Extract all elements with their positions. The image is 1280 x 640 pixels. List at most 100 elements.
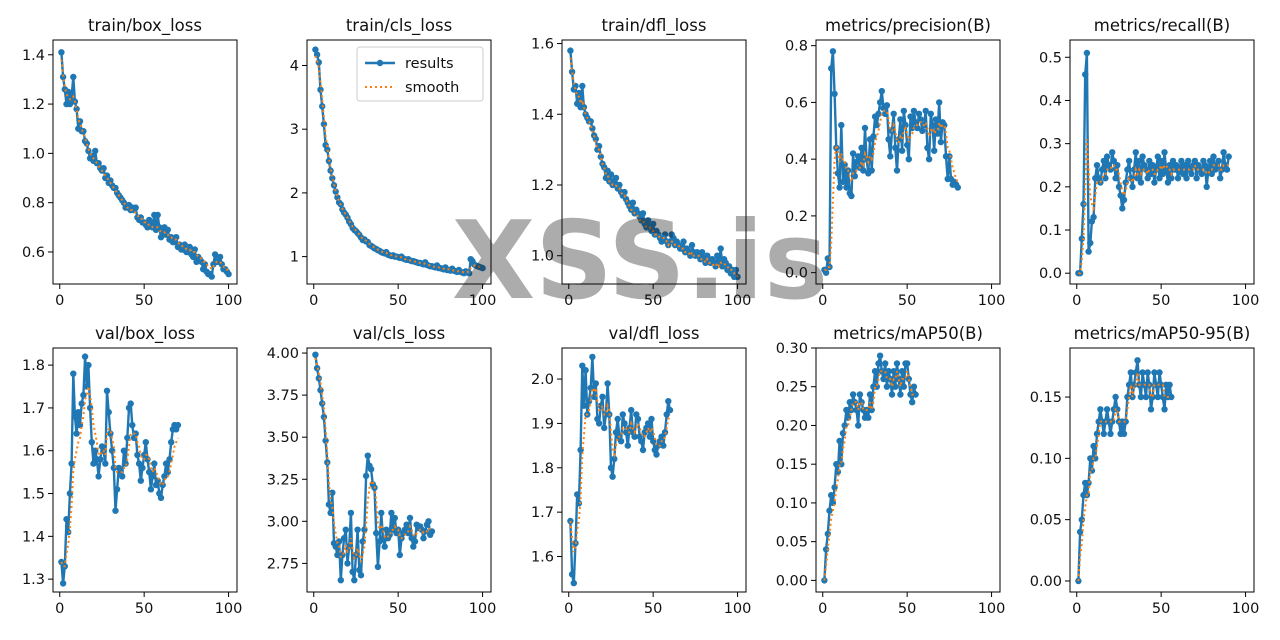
y-tick-label: 0.0 <box>785 266 808 282</box>
axes-frame <box>306 39 492 285</box>
results-point <box>362 472 370 480</box>
results-point <box>634 415 642 423</box>
results-point <box>917 116 924 123</box>
results-point <box>1076 528 1084 536</box>
subplot-train-cls-loss: train/cls_loss 0 50 100 1 2 3 4 results smooth <box>290 16 497 309</box>
results-point <box>929 121 936 129</box>
results-point <box>142 439 149 446</box>
results-point <box>848 192 855 200</box>
results-point <box>351 577 358 584</box>
results-point <box>1083 49 1091 57</box>
results-point <box>1109 149 1116 156</box>
y-tick-label: 0.8 <box>785 39 808 55</box>
results-point <box>68 460 75 467</box>
results-point <box>1161 149 1168 156</box>
results-point <box>95 160 102 167</box>
x-tick-label: 50 <box>1152 293 1170 309</box>
results-point <box>88 439 96 446</box>
results-point <box>1100 430 1108 437</box>
smooth-line <box>569 387 671 553</box>
smooth-line <box>314 357 432 562</box>
results-point <box>359 538 366 545</box>
results-point <box>927 110 934 118</box>
results-point <box>1208 170 1216 178</box>
results-point <box>574 491 581 498</box>
results-point <box>841 161 848 168</box>
x-tick-label: 100 <box>724 293 752 309</box>
results-point <box>1080 200 1087 208</box>
results-point <box>904 360 911 367</box>
results-point <box>157 494 165 501</box>
results-point <box>1146 157 1153 165</box>
results-point <box>1188 170 1195 178</box>
results-point <box>1166 162 1173 169</box>
results-point <box>905 375 912 383</box>
results-point <box>124 434 131 442</box>
results-point <box>887 153 894 160</box>
results-point <box>1117 192 1124 199</box>
results-point <box>849 150 857 157</box>
results-point <box>714 252 721 259</box>
results-point <box>146 468 153 476</box>
results-point <box>149 473 156 480</box>
results-point <box>71 413 79 420</box>
results-point <box>332 543 339 550</box>
results-point <box>616 181 623 189</box>
results-point <box>653 451 660 458</box>
axes-frame <box>815 39 1001 285</box>
results-point <box>1164 179 1172 186</box>
results-point <box>915 110 923 118</box>
results-point <box>354 526 361 533</box>
y-tick-label: 2 <box>290 186 299 202</box>
results-point <box>868 406 875 414</box>
results-point <box>312 351 319 358</box>
y-tick-label: 0.2 <box>785 209 808 225</box>
results-point <box>58 49 65 56</box>
results-point <box>1185 157 1192 165</box>
results-point <box>1078 516 1086 523</box>
results-point <box>113 486 121 493</box>
y-tick-label: 0.6 <box>22 245 45 261</box>
results-point <box>601 424 608 432</box>
y-tick-label: 0.05 <box>1030 513 1062 529</box>
x-tick-label: 0 <box>1072 601 1081 617</box>
results-point <box>595 420 603 427</box>
results-point <box>1112 175 1119 182</box>
x-tick-label: 100 <box>1232 293 1260 309</box>
x-tick-label: 100 <box>724 601 752 617</box>
results-point <box>373 529 380 537</box>
y-tick-label: 1.7 <box>22 401 45 417</box>
results-point <box>644 217 652 224</box>
results-point <box>356 566 363 574</box>
legend-box <box>356 46 484 102</box>
y-tick-label: 1.5 <box>22 487 45 503</box>
y-tick-label: 0.6 <box>785 95 808 111</box>
results-point <box>75 409 82 416</box>
results-point <box>870 133 877 140</box>
results-point <box>826 507 833 514</box>
x-tick-label: 100 <box>978 601 1006 617</box>
results-point <box>119 473 126 480</box>
results-point <box>1201 162 1209 169</box>
results-point <box>595 142 603 150</box>
subplot-title: train/dfl_loss <box>602 16 707 36</box>
results-point <box>897 391 904 398</box>
axes-frame <box>1069 347 1255 593</box>
results-point <box>1181 162 1189 169</box>
axes-frame <box>52 347 238 593</box>
subplot-val-dfl-loss: val/dfl_loss 0 50 100 1.6 1.7 1.8 1.9 2.0 <box>531 324 751 617</box>
results-point <box>127 400 134 407</box>
results-point <box>1136 157 1143 165</box>
results-point <box>893 167 901 174</box>
results-point <box>579 362 586 369</box>
results-point <box>357 572 365 579</box>
x-tick-label: 0 <box>564 293 573 309</box>
results-point <box>1156 369 1163 376</box>
results-point <box>90 460 97 467</box>
results-point <box>648 415 655 423</box>
results-point <box>904 141 911 149</box>
x-tick-label: 100 <box>469 293 497 309</box>
legend-smooth-label: smooth <box>405 80 459 96</box>
results-point <box>1114 162 1121 169</box>
